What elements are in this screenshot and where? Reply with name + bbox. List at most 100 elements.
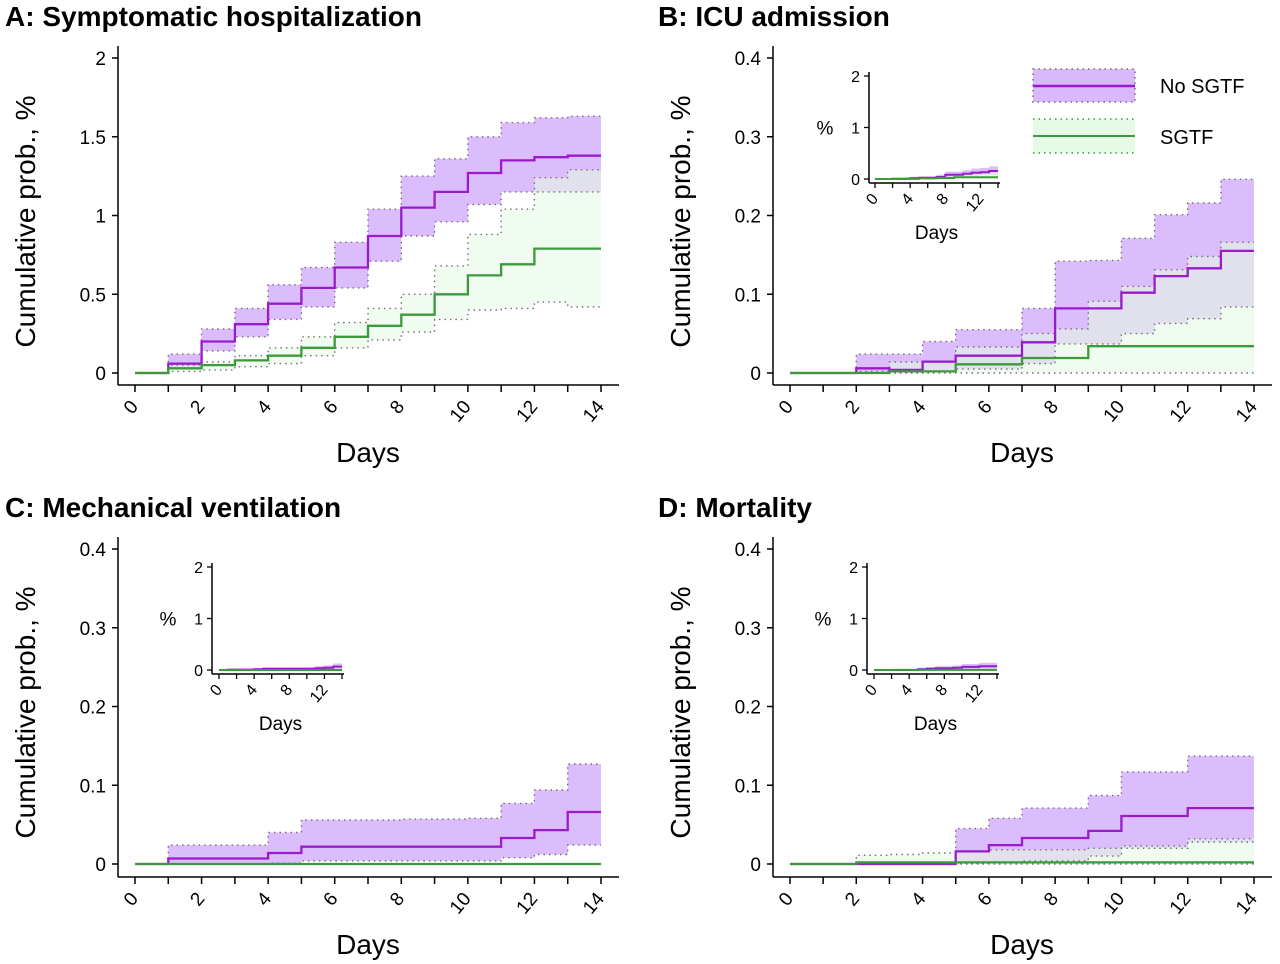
x-tick-label: 12 [1166, 397, 1196, 427]
legend-label-sgtf: SGTF [1160, 127, 1213, 149]
inset-x-axis-label: Days [259, 714, 302, 735]
x-tick-label: 4 [908, 888, 931, 910]
y-tick-label: 0.3 [80, 619, 106, 640]
x-tick-label: 0 [120, 397, 143, 419]
y-tick-label: 0 [750, 855, 761, 876]
x-tick-label: 6 [320, 889, 343, 911]
main-line-no-sgtf [135, 154, 601, 375]
x-tick-label: 2 [841, 889, 864, 911]
inset-x-tick-label: 8 [933, 682, 952, 700]
x-axis-label: Days [336, 437, 400, 468]
inset-x-axis-label: Days [914, 714, 957, 735]
x-tick-label: 10 [1100, 889, 1130, 919]
x-tick-label: 10 [446, 397, 476, 427]
x-tick-label: 12 [1166, 889, 1196, 919]
y-tick-label: 0.1 [735, 776, 761, 797]
x-tick-label: 14 [579, 396, 609, 426]
inset-y-axis-label: % [815, 610, 832, 631]
inset-x-tick-label: 4 [242, 682, 261, 700]
main-line-sgtf [790, 345, 1254, 375]
y-tick-label: 0.4 [735, 540, 762, 561]
x-tick-label: 14 [579, 888, 609, 918]
inset-y-tick-label: 1 [849, 612, 858, 629]
main-line-no-sgtf [790, 806, 1254, 866]
inset-y-axis-label: % [817, 119, 834, 140]
inset-y-axis-label: % [160, 610, 177, 631]
x-axis-label: Days [990, 929, 1054, 960]
main-line-no-sgtf [135, 810, 601, 866]
x-tick-label: 0 [775, 889, 798, 911]
inset-y-tick-label: 0 [194, 663, 203, 680]
y-tick-label: 0.2 [735, 698, 761, 719]
x-tick-label: 8 [1040, 397, 1063, 419]
x-tick-label: 8 [386, 889, 409, 911]
y-axis-label: Cumulative prob., % [10, 95, 41, 347]
y-tick-label: 0.1 [80, 776, 106, 797]
inset-x-tick-label: 0 [863, 191, 882, 209]
y-tick-label: 0 [95, 855, 106, 876]
main-line-no-sgtf [790, 249, 1254, 375]
inset-x-tick-label: 12 [962, 682, 987, 707]
inset-x-tick-label: 4 [897, 682, 916, 700]
main-line-sgtf [135, 247, 601, 375]
x-axis-label: Days [990, 437, 1054, 468]
legend-label-no-sgtf: No SGTF [1160, 76, 1244, 98]
inset-x-tick-label: 8 [278, 682, 297, 700]
main-ci-band-0 [790, 756, 1254, 864]
y-tick-label: 1.5 [80, 128, 106, 149]
inset-x-tick-label: 0 [207, 682, 226, 700]
x-tick-label: 10 [1100, 397, 1130, 427]
main-ci-upper-0 [135, 115, 601, 374]
y-tick-label: 0.3 [735, 128, 761, 149]
panel-d-title: D: Mortality [658, 492, 812, 523]
inset-y-tick-label: 0 [849, 663, 858, 680]
inset-x-tick-label: 12 [307, 682, 332, 707]
x-axis-label: Days [336, 929, 400, 960]
y-axis-label: Cumulative prob., % [665, 586, 696, 838]
inset-y-tick-label: 2 [849, 560, 858, 577]
y-tick-label: 1 [95, 207, 106, 228]
main-ci-upper-1 [135, 169, 601, 374]
x-tick-label: 14 [1232, 396, 1262, 426]
x-tick-label: 8 [386, 397, 409, 419]
x-tick-label: 6 [974, 889, 997, 911]
y-axis-label: Cumulative prob., % [10, 586, 41, 838]
inset-y-tick-label: 0 [851, 172, 860, 189]
inset-line-sgtf [875, 176, 998, 180]
y-tick-label: 0.4 [735, 49, 762, 70]
x-tick-label: 8 [1040, 889, 1063, 911]
x-tick-label: 2 [841, 397, 864, 419]
y-tick-label: 0.4 [80, 540, 107, 561]
panel-b-title: B: ICU admission [658, 1, 890, 32]
x-tick-label: 2 [187, 889, 210, 911]
main-ci-upper-0 [790, 178, 1254, 374]
x-tick-label: 0 [120, 889, 143, 911]
legend: No SGTF SGTF [1032, 68, 1244, 154]
panel-a: 0 0.5 1 1.5 2 0 2 4 6 8 10 12 14 Days Cumulative prob.… [10, 46, 619, 468]
y-axis-label: Cumulative prob., % [665, 95, 696, 347]
x-tick-label: 10 [446, 889, 476, 919]
main-ci-band-0 [135, 764, 601, 864]
inset-x-tick-label: 4 [898, 191, 917, 209]
inset-x-tick-label: 0 [862, 682, 881, 700]
x-tick-label: 6 [974, 397, 997, 419]
inset-y-tick-label: 1 [194, 612, 203, 629]
main-ci-band-1 [790, 242, 1254, 373]
y-tick-label: 0.2 [735, 207, 761, 228]
inset-x-axis-label: Days [915, 223, 958, 244]
x-tick-label: 6 [320, 397, 343, 419]
y-tick-label: 0.2 [80, 698, 106, 719]
x-tick-label: 4 [253, 888, 276, 910]
x-tick-label: 4 [253, 396, 276, 418]
panel-c-title: C: Mechanical ventilation [5, 492, 341, 523]
y-tick-label: 0.3 [735, 619, 761, 640]
x-tick-label: 0 [775, 397, 798, 419]
panel-a-title: A: Symptomatic hospitalization [5, 1, 422, 32]
y-tick-label: 0 [750, 364, 761, 385]
